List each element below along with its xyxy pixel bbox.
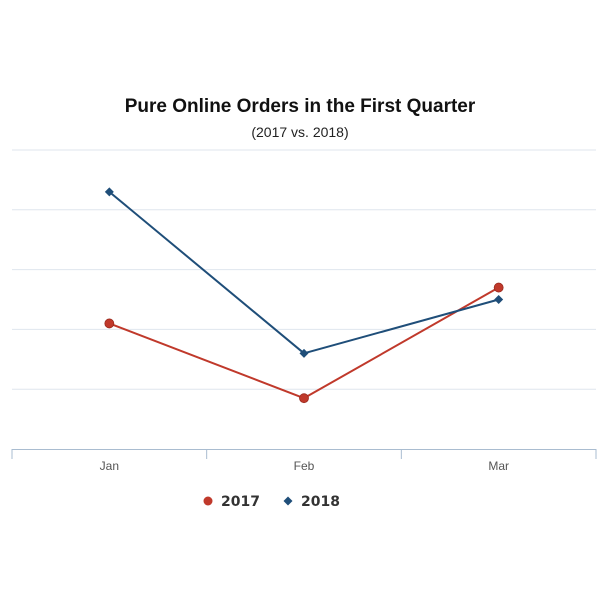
data-point-2018-Feb bbox=[299, 348, 309, 358]
data-point-2017-Mar bbox=[493, 282, 504, 293]
legend-marker-2018 bbox=[283, 496, 293, 506]
data-point-2017-Feb bbox=[299, 393, 309, 404]
series-line-2017 bbox=[108, 286, 500, 400]
data-point-2017-Jan bbox=[104, 318, 115, 329]
legend-marker-2017 bbox=[203, 496, 213, 506]
data-point-2018-Mar bbox=[494, 295, 504, 304]
x-tick-label: Mar bbox=[488, 459, 509, 473]
legend-label-2017: 2017 bbox=[221, 494, 260, 510]
x-tick-label: Jan bbox=[100, 459, 119, 473]
x-tick-label: Feb bbox=[294, 459, 315, 473]
legend-label-2018: 2018 bbox=[301, 494, 340, 510]
chart-title: Pure Online Orders in the First Quarter bbox=[124, 96, 476, 117]
data-point-2018-Jan bbox=[104, 187, 114, 197]
chart-subtitle: (2017 vs. 2018) bbox=[251, 124, 349, 140]
